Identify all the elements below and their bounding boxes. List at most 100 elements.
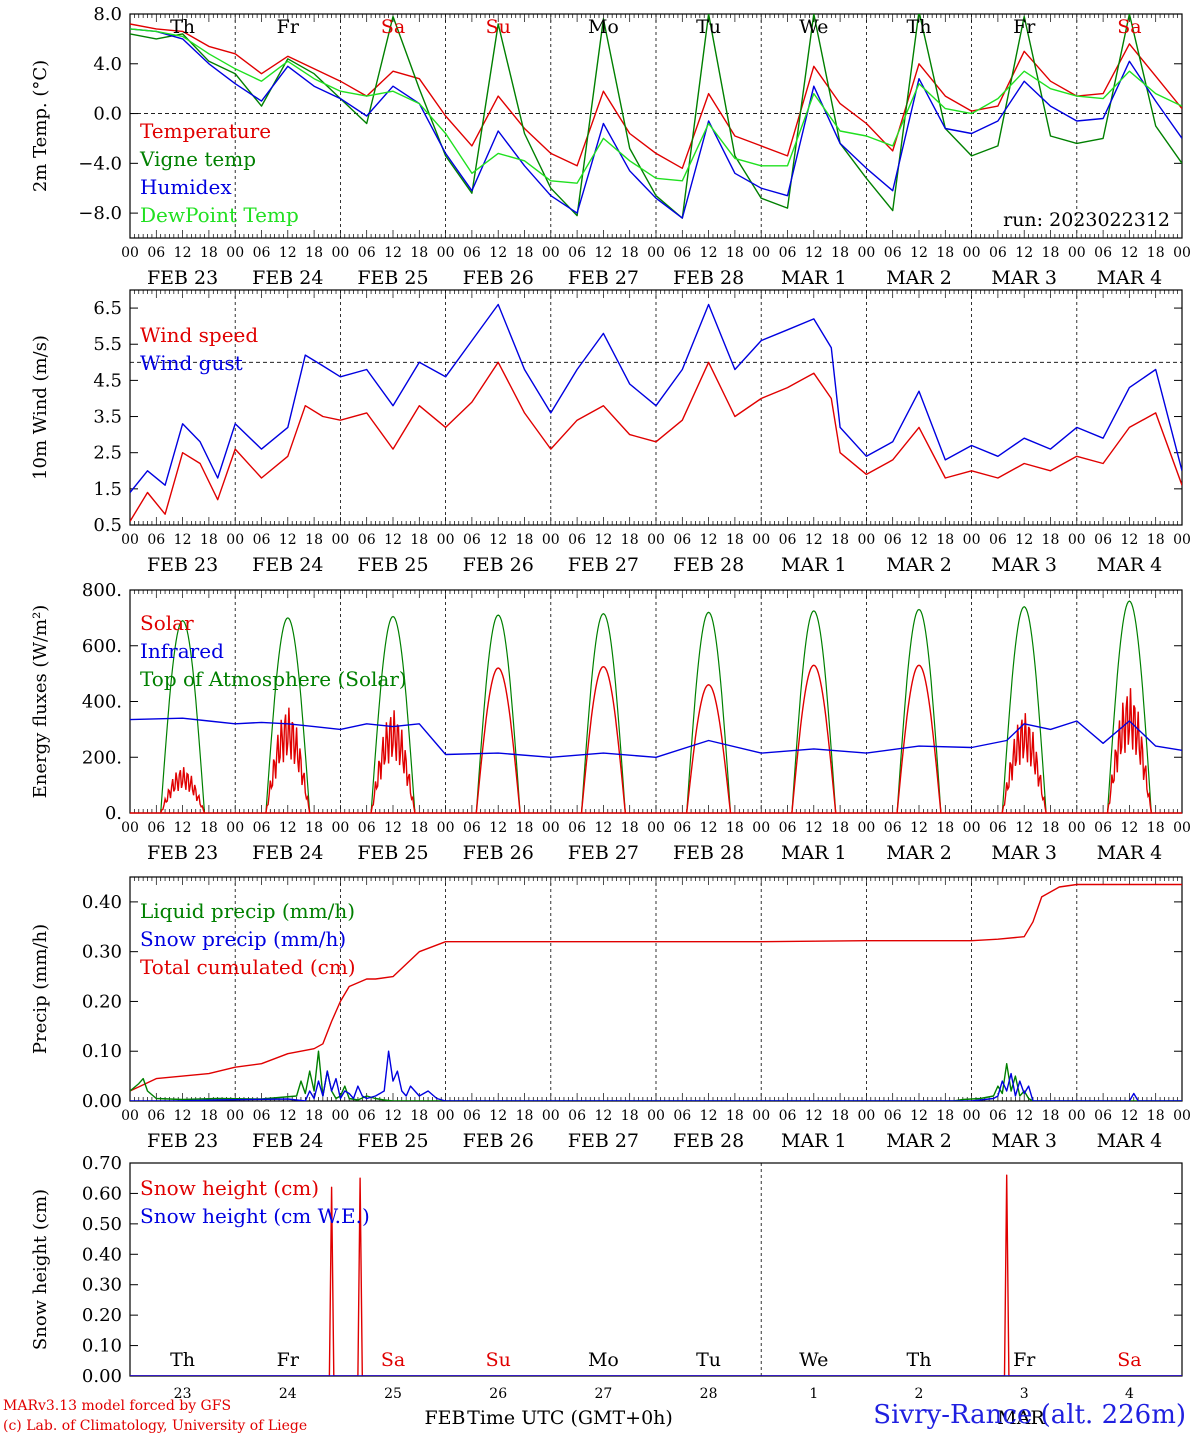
x-hour-label: 06: [1094, 532, 1112, 548]
day-number-label: 27: [594, 1386, 612, 1402]
x-hour-label: 06: [673, 245, 691, 261]
series-line: [130, 303, 1182, 493]
x-hour-label: 06: [673, 1108, 691, 1124]
x-hour-label: 12: [1015, 820, 1033, 836]
series-line: [130, 1050, 1182, 1101]
solar-arc: [475, 667, 521, 813]
y-tick-label: 6.5: [93, 298, 122, 319]
legend-entry: Snow height (cm W.E.): [140, 1204, 370, 1228]
x-day-label: MAR 1: [781, 554, 847, 576]
x-day-label: MAR 4: [1097, 842, 1163, 864]
x-hour-label: 18: [305, 1108, 323, 1124]
y-tick-label: 4.0: [93, 54, 122, 75]
x-hour-label: 06: [253, 245, 271, 261]
x-hour-label: 00: [647, 245, 665, 261]
legend-entry: DewPoint Temp: [140, 203, 299, 227]
x-hour-label: 06: [253, 532, 271, 548]
x-hour-label: 00: [226, 245, 244, 261]
x-day-label: MAR 3: [991, 842, 1057, 864]
legend-entry: Temperature: [140, 119, 271, 143]
x-hour-label: 06: [779, 532, 797, 548]
x-hour-label: 06: [358, 532, 376, 548]
x-hour-label: 12: [1015, 532, 1033, 548]
x-day-label: FEB 27: [568, 554, 639, 576]
x-hour-label: 00: [331, 1108, 349, 1124]
x-hour-label: 00: [963, 820, 981, 836]
x-day-label: FEB 25: [357, 554, 428, 576]
x-hour-label: 18: [831, 245, 849, 261]
y-tick-label: 0.00: [82, 1366, 122, 1387]
y-tick-label: 0.30: [82, 942, 122, 963]
weekday-label: Th: [170, 16, 195, 38]
x-day-label: FEB 28: [673, 1130, 744, 1152]
x-hour-label: 06: [884, 820, 902, 836]
x-hour-label: 18: [1042, 820, 1060, 836]
y-axis-label: Snow height (cm): [30, 1189, 51, 1350]
series-line: [130, 28, 1182, 184]
x-hour-label: 18: [831, 532, 849, 548]
x-day-label: MAR 2: [886, 842, 952, 864]
weekday-label: Sa: [1117, 16, 1141, 38]
x-hour-label: 18: [410, 1108, 428, 1124]
y-axis-label: 10m Wind (m/s): [30, 335, 51, 480]
solar-arc: [265, 707, 311, 813]
x-hour-label: 12: [384, 820, 402, 836]
solar-arc: [370, 710, 416, 813]
x-hour-label: 12: [279, 820, 297, 836]
y-tick-label: 0.0: [93, 104, 122, 125]
x-hour-label: 00: [121, 532, 139, 548]
x-hour-label: 06: [779, 1108, 797, 1124]
weekday-label: Fr: [1013, 1349, 1036, 1371]
x-hour-label: 18: [936, 532, 954, 548]
legend-entry: Total cumulated (cm): [140, 955, 356, 979]
x-hour-label: 06: [463, 532, 481, 548]
panel-wind: [129, 289, 1183, 526]
series-line: [130, 1174, 1182, 1376]
legend-entry: Wind gust: [140, 351, 243, 375]
x-hour-label: 12: [594, 245, 612, 261]
legend-entry: Vigne temp: [139, 147, 256, 171]
x-hour-label: 00: [121, 820, 139, 836]
y-tick-label: 5.5: [93, 334, 122, 355]
solar-arc: [686, 684, 732, 813]
x-ticks: [129, 877, 1183, 1101]
day-number-label: 28: [700, 1386, 718, 1402]
x-month-label: FEB: [424, 1407, 465, 1429]
x-hour-label: 00: [1173, 820, 1191, 836]
x-hour-label: 00: [647, 1108, 665, 1124]
x-day-label: MAR 1: [781, 842, 847, 864]
x-hour-label: 06: [673, 532, 691, 548]
x-hour-label: 18: [1042, 1108, 1060, 1124]
x-hour-label: 12: [279, 532, 297, 548]
x-hour-label: 06: [358, 820, 376, 836]
legend-entry: Liquid precip (mm/h): [140, 899, 355, 923]
x-hour-label: 12: [279, 245, 297, 261]
x-hour-label: 12: [805, 245, 823, 261]
x-hour-label: 12: [700, 1108, 718, 1124]
x-hour-label: 18: [200, 820, 218, 836]
x-hour-label: 00: [647, 532, 665, 548]
x-hour-label: 12: [384, 1108, 402, 1124]
y-tick-label: 1.5: [93, 479, 122, 500]
weekday-label: Sa: [381, 1349, 405, 1371]
x-hour-label: 18: [936, 1108, 954, 1124]
toa-solar-arc: [370, 615, 416, 813]
x-hour-label: 06: [358, 245, 376, 261]
x-hour-label: 00: [1068, 1108, 1086, 1124]
x-hour-label: 00: [963, 1108, 981, 1124]
x-hour-label: 00: [226, 532, 244, 548]
x-hour-label: 06: [989, 820, 1007, 836]
x-hour-label: 18: [726, 532, 744, 548]
x-hour-label: 18: [1147, 820, 1165, 836]
y-tick-label: 2.5: [93, 443, 122, 464]
weekday-label: Mo: [588, 1349, 619, 1371]
x-hour-label: 00: [542, 820, 560, 836]
x-hour-label: 18: [305, 820, 323, 836]
x-hour-label: 18: [516, 1108, 534, 1124]
x-hour-label: 06: [463, 1108, 481, 1124]
x-day-label: FEB 25: [357, 267, 428, 289]
x-hour-label: 12: [489, 532, 507, 548]
toa-solar-arc: [686, 611, 732, 813]
x-hour-label: 12: [1015, 245, 1033, 261]
x-day-label: FEB 28: [673, 267, 744, 289]
